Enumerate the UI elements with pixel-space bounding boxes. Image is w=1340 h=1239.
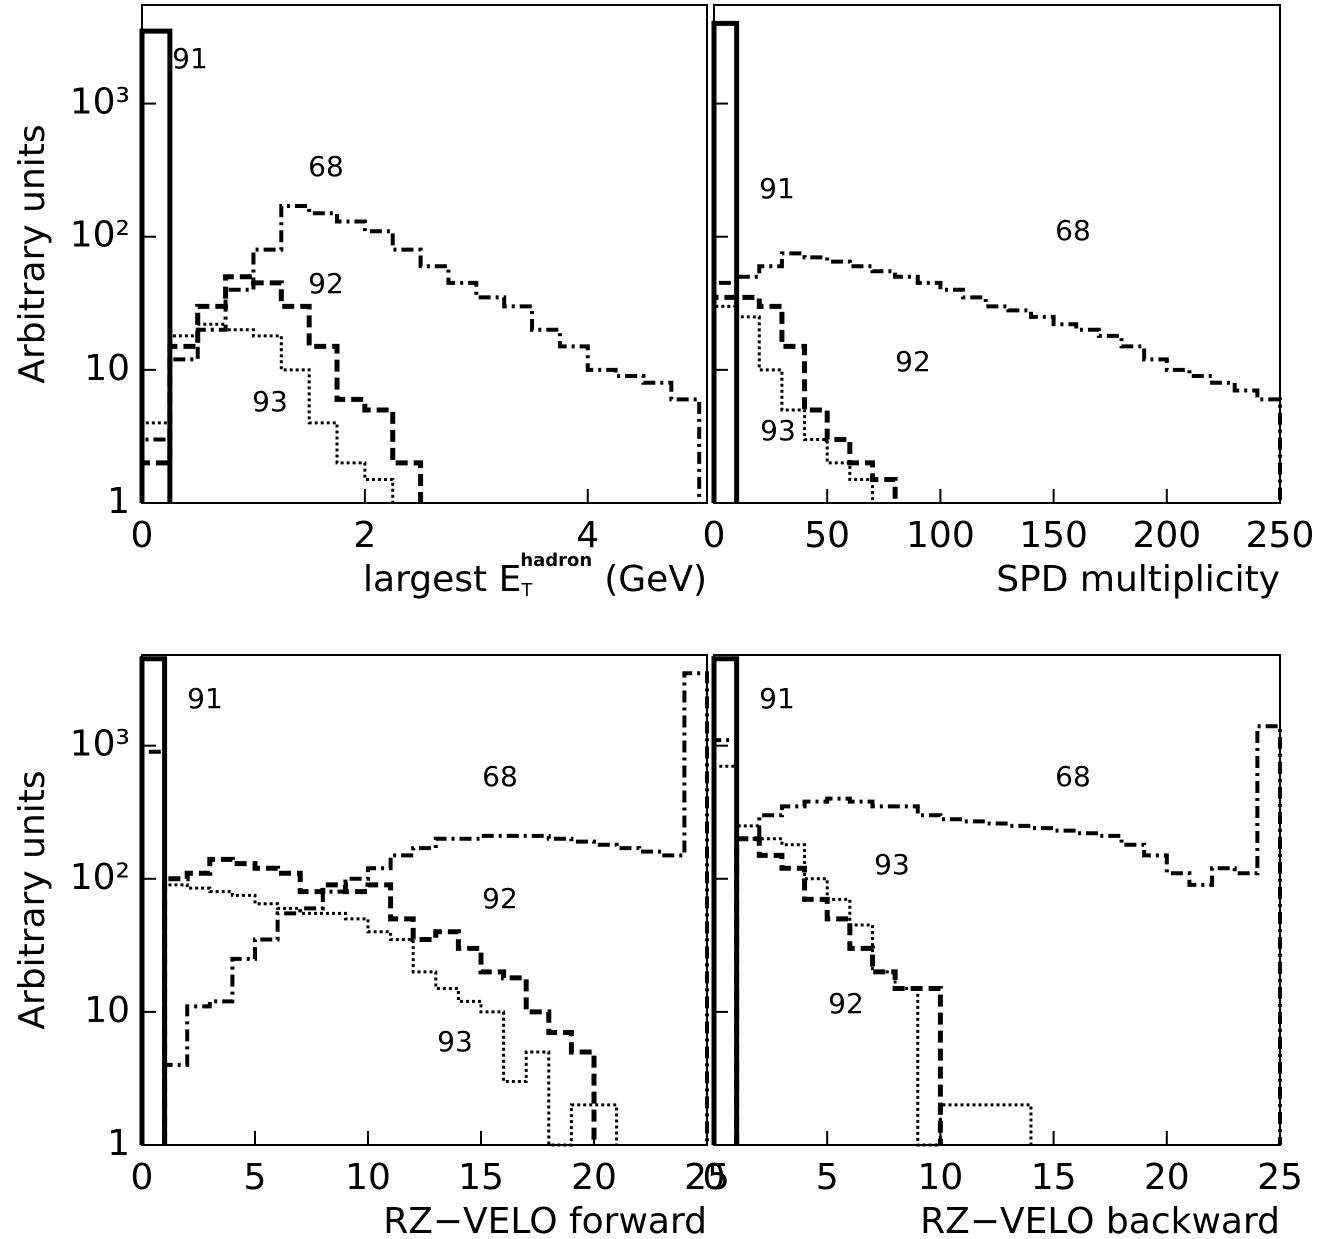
plot-frame (141, 654, 708, 1146)
histogram-line (711, 656, 740, 1145)
plot-frame (713, 654, 1281, 1146)
x-tick-label: 5 (244, 1157, 267, 1198)
y-axis-label: Arbitrary units (12, 124, 53, 383)
x-tick-label: 150 (1019, 515, 1088, 556)
x-axis-label-text: largest E (363, 559, 521, 600)
histogram-line (140, 671, 709, 1145)
histogram-line (712, 304, 874, 503)
series-label: 93 (252, 385, 288, 418)
x-tick-label: 50 (804, 515, 850, 556)
series-label: 93 (760, 414, 796, 447)
series-label: 68 (482, 760, 518, 793)
series-label: 68 (1055, 214, 1091, 247)
y-tick-label: 1 (107, 481, 130, 522)
histogram-line (163, 883, 619, 1147)
series-label: 68 (308, 150, 344, 183)
histogram-line (139, 274, 424, 503)
histogram-line (140, 322, 395, 503)
series-label: 91 (187, 682, 223, 715)
x-axis-label: RZ−VELO forward (383, 1201, 707, 1239)
x-axis-label: largest EThadron (GeV) (363, 550, 707, 601)
histogram-line (711, 20, 740, 503)
x-axis-label: SPD multiplicity (996, 559, 1280, 600)
histogram-line (712, 251, 1282, 503)
histogram-line (139, 28, 173, 503)
histogram-line (139, 656, 168, 1145)
x-tick-label: 2 (353, 515, 376, 556)
x-tick-label: 15 (458, 1157, 504, 1198)
y-tick-label: 1 (107, 1123, 130, 1164)
series-label: 92 (895, 345, 931, 378)
x-tick-label: 10 (345, 1157, 391, 1198)
y-tick-label: 10 (84, 990, 130, 1031)
series-label: 91 (172, 42, 208, 75)
x-tick-label: 200 (1132, 515, 1201, 556)
plot-frame (141, 4, 708, 504)
series-label: 92 (308, 267, 344, 300)
y-tick-label: 10 (84, 348, 130, 389)
histogram-line (734, 836, 943, 1145)
histogram-line (712, 724, 1282, 1145)
x-tick-label: 25 (684, 1157, 730, 1198)
series-label: 93 (437, 1025, 473, 1058)
histogram-line (162, 856, 597, 1145)
x-axis-label-sup: hadron (520, 550, 592, 571)
x-axis-label-tail: (GeV) (604, 559, 707, 600)
series-label: 92 (828, 987, 864, 1020)
histogram-line (140, 204, 702, 503)
y-tick-label: 10³ (70, 82, 130, 123)
series-label: 92 (482, 882, 518, 915)
histogram-line (711, 294, 898, 503)
x-tick-label: 100 (906, 515, 975, 556)
x-tick-label: 0 (703, 1157, 726, 1198)
x-tick-label: 25 (1257, 1157, 1303, 1198)
series-label: 91 (759, 682, 795, 715)
x-tick-label: 5 (816, 1157, 839, 1198)
x-tick-label: 250 (1246, 515, 1315, 556)
x-tick-label: 0 (131, 1157, 154, 1198)
x-axis-label: RZ−VELO backward (920, 1201, 1280, 1239)
x-tick-label: 4 (576, 515, 599, 556)
x-tick-label: 20 (571, 1157, 617, 1198)
x-tick-label: 15 (1031, 1157, 1077, 1198)
x-tick-label: 10 (917, 1157, 963, 1198)
series-label: 68 (1055, 760, 1091, 793)
x-tick-label: 20 (1144, 1157, 1190, 1198)
y-axis-label: Arbitrary units (12, 770, 53, 1029)
x-axis-label-sub: T (520, 580, 533, 601)
x-tick-label: 0 (131, 515, 154, 556)
series-label: 91 (759, 172, 795, 205)
x-tick-label: 0 (703, 515, 726, 556)
y-tick-label: 10² (70, 857, 130, 898)
series-label: 93 (874, 848, 910, 881)
y-tick-label: 10³ (70, 724, 130, 765)
y-tick-label: 10² (70, 215, 130, 256)
